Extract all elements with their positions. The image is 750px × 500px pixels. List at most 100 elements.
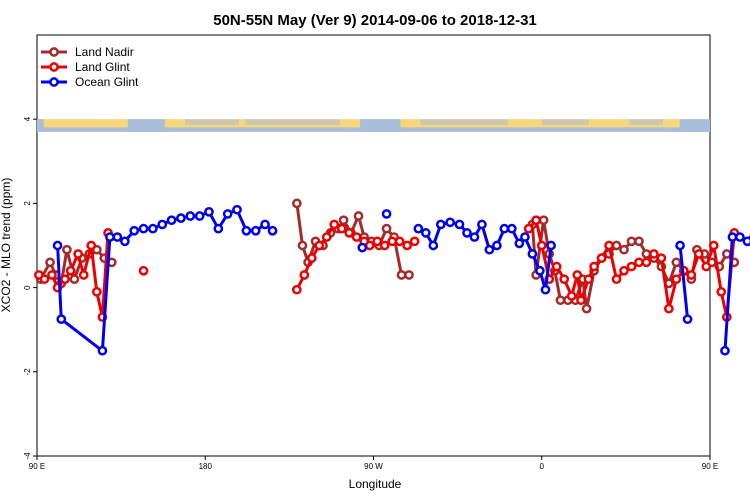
map-band-ocean [37, 127, 710, 132]
land-glint-point [708, 240, 719, 251]
ocean-glint-line [678, 245, 690, 320]
ocean-glint-point [267, 225, 278, 236]
land-glint-point [656, 253, 667, 263]
land-nadir-point [538, 215, 549, 226]
land-glint-point [292, 284, 302, 295]
land-glint-point [576, 295, 586, 306]
land-glint-point [138, 265, 149, 276]
ocean-glint-point [213, 223, 224, 234]
land-glint-point [566, 291, 577, 301]
land-glint-point [671, 274, 682, 285]
land-glint-point [701, 261, 712, 272]
ocean-glint-point [675, 240, 685, 251]
legend-land-nadir-marker [49, 47, 59, 57]
land-glint-point [619, 265, 629, 276]
x-tick-label: 90 E [702, 462, 718, 471]
map-band-ocean [37, 119, 44, 132]
legend-land-glint-label: Land Glint [75, 60, 130, 74]
ocean-glint-point [540, 284, 551, 295]
land-glint-point [39, 274, 50, 285]
land-glint-point [583, 274, 594, 285]
ocean-glint-point [129, 225, 140, 236]
ocean-glint-point [120, 236, 130, 247]
land-glint-point [314, 240, 325, 251]
land-glint-point [649, 249, 659, 259]
series-layer [34, 198, 750, 356]
land-nadir-point [721, 249, 732, 259]
land-glint-point [611, 274, 622, 285]
land-glint-point [351, 232, 362, 242]
legend-land-nadir-label: Land Nadir [75, 45, 134, 59]
ocean-glint-line [56, 208, 274, 353]
ocean-glint-point [520, 232, 530, 242]
land-glint-point [523, 223, 534, 234]
ocean-glint-point [222, 209, 233, 219]
land-glint-point [686, 270, 697, 280]
ocean-glint-point [138, 223, 149, 234]
land-glint-point [379, 240, 390, 251]
ocean-glint-point [506, 223, 517, 234]
ocean-glint-point [105, 232, 115, 242]
land-glint-point [329, 219, 340, 230]
ocean-glint-point [166, 215, 177, 226]
legend-ocean-glint-label: Ocean Glint [75, 75, 139, 89]
map-band-ocean [245, 119, 340, 125]
ocean-glint-point [435, 219, 446, 230]
ocean-glint-point [413, 223, 424, 234]
map-band [37, 119, 710, 132]
ocean-glint-point [420, 228, 431, 238]
land-nadir-point [381, 223, 392, 234]
ocean-glint-point [52, 240, 63, 251]
ocean-glint-point [112, 232, 123, 242]
ocean-glint-point [462, 228, 472, 238]
land-glint-point [60, 274, 70, 285]
ocean-glint-point [454, 219, 465, 230]
land-glint-point [336, 223, 347, 234]
land-nadir-point [619, 244, 629, 255]
axes: 90 E 180 90 W 0 90 E -4 -2 0 2 4 [23, 116, 718, 471]
ocean-glint-point [241, 225, 252, 236]
land-nadir-point [45, 257, 55, 268]
land-nadir-point [396, 270, 407, 280]
ocean-glint-point [232, 204, 242, 215]
ocean-glint-point [727, 232, 738, 242]
map-band-ocean [629, 119, 663, 125]
land-glint-point [693, 249, 704, 259]
map-band-ocean [185, 119, 239, 125]
ocean-glint-point [720, 345, 730, 356]
ocean-glint-point [469, 232, 480, 242]
land-glint-point [536, 240, 547, 251]
land-glint-point [604, 240, 614, 251]
land-glint-point [299, 270, 310, 280]
ocean-glint-point [157, 219, 168, 230]
y-tick-label: 2 [23, 201, 32, 206]
ocean-glint-point [499, 223, 510, 234]
ocean-glint-point [148, 223, 158, 234]
y-tick-label: 4 [23, 116, 32, 121]
legend-ocean-glint-marker [49, 77, 59, 87]
ocean-glint-point [260, 219, 270, 230]
land-nadir-point [671, 257, 682, 268]
land-nadir-point [581, 303, 592, 314]
x-tick-label: 180 [199, 462, 213, 471]
land-glint-point [394, 236, 405, 247]
land-glint-point [664, 303, 674, 314]
land-nadir-point [338, 215, 349, 226]
y-tick-label: -4 [23, 452, 32, 460]
land-glint-point [572, 270, 583, 280]
y-axis-label: XCO2 - MLO trend (ppm) [0, 178, 13, 313]
land-nadir-point [297, 240, 308, 251]
x-tick-label: 90 W [364, 462, 383, 471]
land-nadir-point [634, 236, 644, 247]
land-nadir-point [62, 244, 72, 255]
chart-title: 50N-55N May (Ver 9) 2014-09-06 to 2018-1… [213, 12, 537, 29]
ocean-glint-point [97, 345, 108, 356]
land-glint-point [73, 249, 83, 259]
land-glint-point [409, 236, 420, 247]
ocean-glint-point [445, 217, 455, 228]
y-tick-label: 0 [23, 285, 32, 290]
map-band-ocean [420, 119, 509, 125]
ocean-glint-point [250, 225, 261, 236]
ocean-glint-point [682, 314, 693, 325]
